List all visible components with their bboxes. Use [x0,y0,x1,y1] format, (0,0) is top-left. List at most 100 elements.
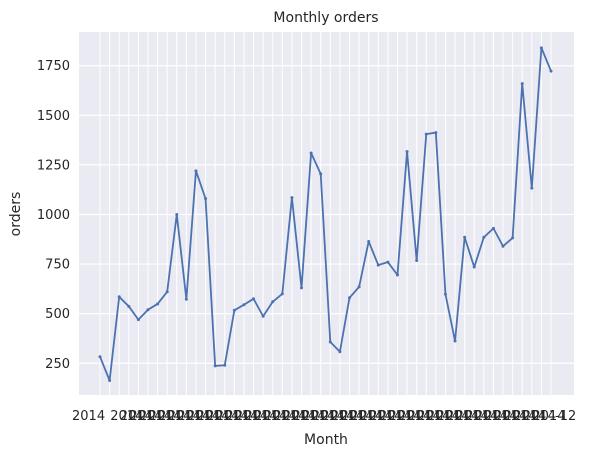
data-point [98,355,102,359]
plot-area [79,32,574,395]
x-tick-label: 2014 [321,409,354,424]
data-point [146,308,150,312]
x-tick-label: 2014 [408,409,441,424]
x-tick-label-overlap: 2014201420142014201420142014201420142014… [110,409,565,424]
x-tick-label: 2014 [120,409,153,424]
data-point [453,339,457,343]
data-point [175,212,179,216]
data-point [271,300,275,304]
data-point [213,364,217,368]
data-point [539,46,543,50]
data-point [261,314,265,318]
data-point [491,226,495,230]
x-tick-label: 2014 [187,409,220,424]
x-tick-label: 2014 [331,409,364,424]
data-point [482,235,486,239]
data-point [280,292,284,296]
x-tick-label: 2014 [360,409,393,424]
data-point [338,350,342,354]
data-point [156,302,160,306]
x-tick-label: 2014 [494,409,527,424]
data-point [386,260,390,264]
x-tick-label: 2014 [245,409,278,424]
data-point [530,186,534,190]
x-tick-label: 2014 [523,409,556,424]
x-tick-label: 2014 [197,409,230,424]
x-tick-label: 2014 [254,409,287,424]
x-axis-ticks: 2014 201420142014201420142014201420142014… [72,409,576,424]
y-tick-label: 750 [45,258,70,273]
x-tick-label: 2014 [283,409,316,424]
data-point [223,363,227,367]
x-axis-label: Month [304,432,348,448]
x-tick-label: 2014 [302,409,335,424]
data-point [347,296,351,300]
x-tick-label: 2014 [312,409,345,424]
x-tick-label: 2014 [149,409,182,424]
y-tick-label: 1250 [37,158,70,173]
x-tick-label: 2014 [216,409,249,424]
data-point [501,244,505,248]
data-point [117,295,121,299]
data-point [549,69,553,73]
data-point [165,290,169,294]
data-point [252,297,256,301]
data-point [194,169,198,173]
data-point [184,297,188,301]
x-tick-label: 2014 [225,409,258,424]
data-point [520,82,524,86]
data-point [309,151,313,155]
data-point [136,318,140,322]
data-points [98,46,553,383]
x-tick-label: 2014 [340,409,373,424]
y-axis-label: orders [8,192,24,237]
data-point [357,285,361,289]
x-tick-label: 2014 [177,409,210,424]
x-tick-label: 2014 [446,409,479,424]
x-tick-label: 2014 [129,409,162,424]
x-tick-label: 2014 [427,409,460,424]
x-tick-label: 2014 [158,409,191,424]
x-tick-label: 2014 [513,409,546,424]
x-tick-label: 2014 [504,409,537,424]
y-tick-label: 1000 [37,208,70,223]
x-tick-label-first: 2014 [72,409,105,424]
data-point [415,259,419,263]
x-tick-label: 2014 [235,409,268,424]
x-tick-label: 2014 [139,409,172,424]
data-point [424,132,428,136]
data-point [290,196,294,200]
data-point [232,308,236,312]
x-tick-label: 2014 [379,409,412,424]
x-tick-label: 2014 [273,409,306,424]
data-point [328,340,332,344]
x-tick-label: 2014 [350,409,383,424]
data-point [511,236,515,240]
data-point [108,379,112,383]
data-point [434,131,438,135]
x-tick-label: 2014 [532,409,565,424]
x-tick-label: 2014 [168,409,201,424]
data-point [376,263,380,267]
x-tick-label: 2014 [436,409,469,424]
data-point [319,172,323,176]
y-tick-label: 1750 [37,59,70,74]
x-tick-label: 2014 [456,409,489,424]
data-point [405,150,409,154]
y-tick-label: 250 [45,357,70,372]
x-tick-label: 2014 [388,409,421,424]
y-tick-label: 500 [45,307,70,322]
data-point [300,286,304,290]
x-tick-label: 2014 [264,409,297,424]
x-tick-label: 2014 [206,409,239,424]
x-tick-label: 2014 [484,409,517,424]
data-point [463,235,467,239]
data-point [472,265,476,269]
data-point [127,304,131,308]
series-line [99,46,552,382]
x-tick-label: 2014 [398,409,431,424]
data-point [367,239,371,243]
x-tick-label: 2014 [475,409,508,424]
x-tick-label: 2014 [417,409,450,424]
x-tick-label: 2014 [293,409,326,424]
